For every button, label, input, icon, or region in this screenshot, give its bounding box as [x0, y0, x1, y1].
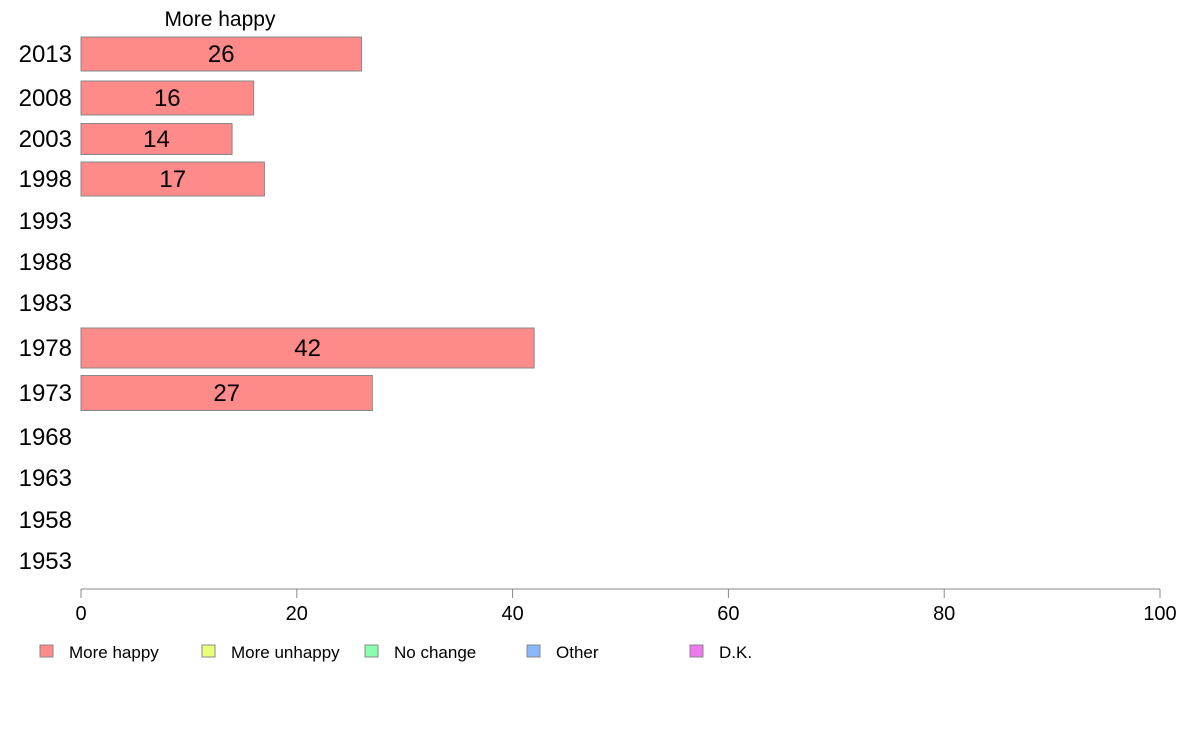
- y-tick-label: 1953: [19, 548, 72, 575]
- bar: [80, 123, 233, 155]
- legend-label: More unhappy: [231, 643, 340, 662]
- legend-label: Other: [556, 643, 599, 662]
- bar: [80, 36, 363, 72]
- chart-title: More happy: [165, 8, 276, 31]
- data-label: 14: [143, 126, 170, 153]
- y-tick-label: 1993: [19, 208, 72, 235]
- y-tick-label: 1983: [19, 290, 72, 317]
- x-tick-label: 60: [717, 603, 739, 625]
- y-tick-label: 1968: [19, 424, 72, 451]
- x-axis-ticks: 0 20 40 60 80 100: [75, 589, 1177, 625]
- data-label: 27: [213, 380, 240, 407]
- x-tick-label: 100: [1143, 603, 1176, 625]
- bar: [80, 375, 373, 411]
- data-label: 26: [208, 41, 235, 68]
- y-tick-label: 1988: [19, 249, 72, 276]
- y-tick-label: 1963: [19, 465, 72, 492]
- legend-swatch: [39, 644, 54, 658]
- x-tick-label: 80: [933, 603, 955, 625]
- x-tick-label: 0: [75, 603, 86, 625]
- y-tick-label: 1973: [19, 380, 72, 407]
- legend-label: D.K.: [719, 643, 752, 662]
- y-tick-label: 2008: [19, 85, 72, 112]
- x-tick-label: 20: [286, 603, 308, 625]
- y-tick-label: 1958: [19, 507, 72, 534]
- data-label: 16: [154, 85, 181, 112]
- legend-label: No change: [394, 643, 476, 662]
- data-label: 42: [294, 335, 321, 362]
- legend-label: More happy: [69, 643, 159, 662]
- x-tick-label: 40: [501, 603, 523, 625]
- bar: [80, 80, 255, 116]
- bar: [80, 161, 265, 197]
- legend-swatch: [526, 644, 541, 658]
- legend-swatch: [689, 644, 704, 658]
- y-tick-label: 1998: [19, 166, 72, 193]
- y-tick-label: 2013: [19, 41, 72, 68]
- y-tick-label: 1978: [19, 335, 72, 362]
- y-tick-label: 2003: [19, 126, 72, 153]
- chart-rows: 2013 26 2008 16 2003 14 1998 17 1993 1988 1983 1978…: [19, 36, 535, 575]
- data-label: 17: [159, 166, 186, 193]
- legend: More happy More unhappy No change Other D.K.: [39, 643, 752, 662]
- bar: [80, 327, 535, 369]
- legend-swatch: [201, 644, 216, 658]
- legend-swatch: [364, 644, 379, 658]
